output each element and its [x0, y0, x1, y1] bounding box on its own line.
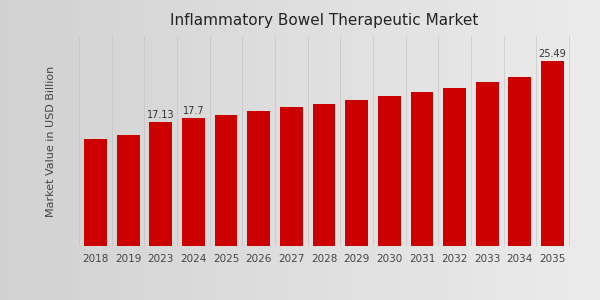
Bar	[476, 82, 499, 246]
Bar	[116, 135, 140, 246]
Bar	[280, 107, 303, 246]
Text: 17.7: 17.7	[182, 106, 204, 116]
Bar	[345, 100, 368, 246]
Y-axis label: Market Value in USD Billion: Market Value in USD Billion	[46, 65, 56, 217]
Bar	[247, 111, 270, 246]
Bar	[443, 88, 466, 246]
Title: Inflammatory Bowel Therapeutic Market: Inflammatory Bowel Therapeutic Market	[170, 13, 478, 28]
Text: 25.49: 25.49	[539, 49, 566, 59]
Text: 17.13: 17.13	[147, 110, 175, 120]
Bar	[313, 104, 335, 246]
Bar	[508, 77, 532, 246]
Bar	[378, 96, 401, 246]
Bar	[84, 139, 107, 246]
Bar	[215, 115, 238, 246]
Bar	[182, 118, 205, 246]
Bar	[541, 61, 564, 246]
Bar	[410, 92, 433, 246]
Bar	[149, 122, 172, 246]
